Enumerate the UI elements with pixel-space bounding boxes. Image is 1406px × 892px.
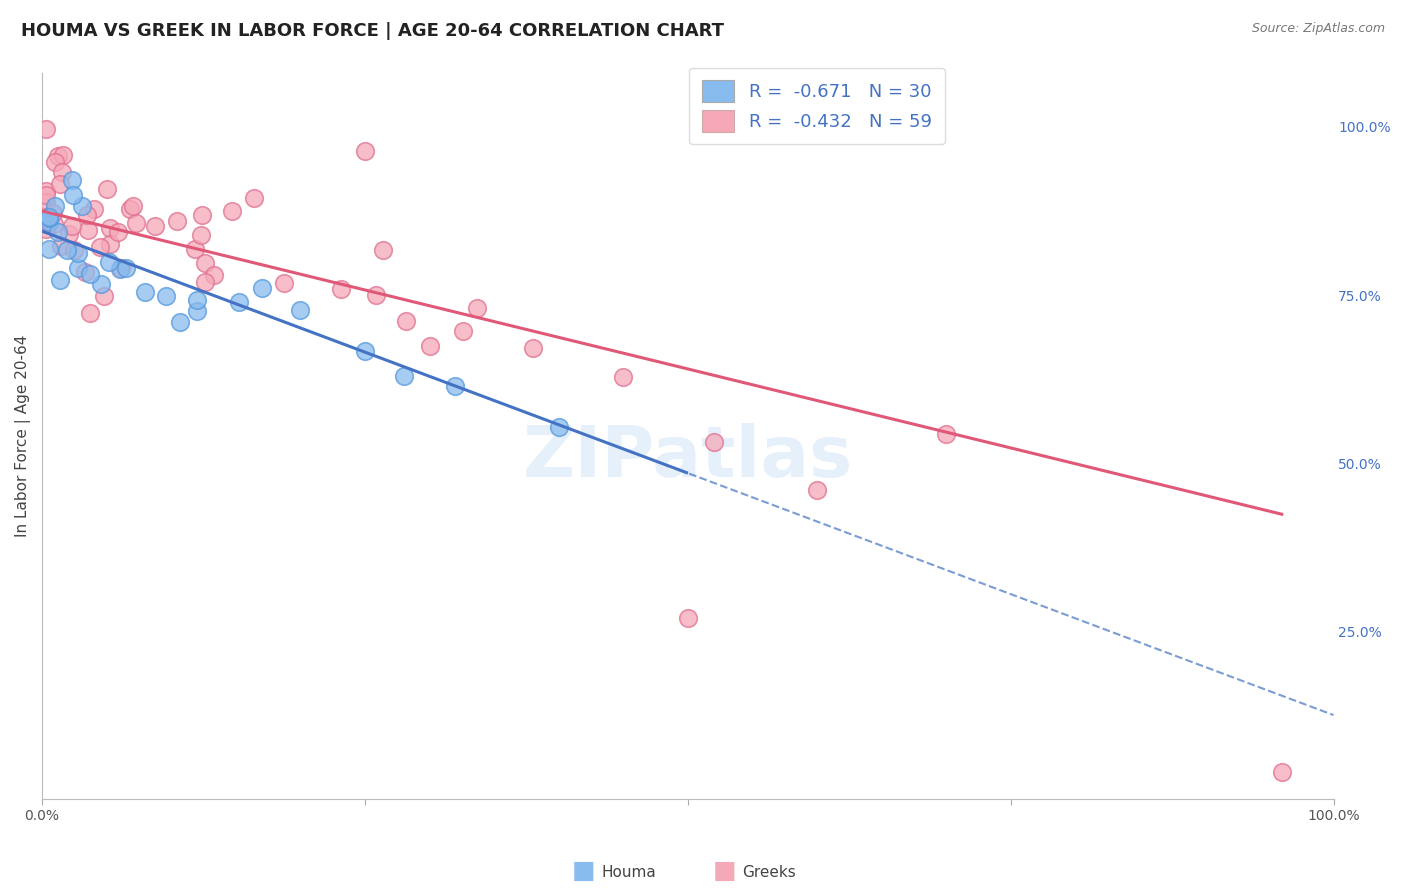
Point [35,184,58,198]
Text: HOUMA VS GREEK IN LABOR FORCE | AGE 20-64 CORRELATION CHART: HOUMA VS GREEK IN LABOR FORCE | AGE 20-6… [21,22,724,40]
Point [58,227,80,241]
Point [329,282,352,296]
Text: Houma: Houma [602,865,657,880]
Point [392,368,415,383]
Point [35,217,58,231]
Point [354,343,377,358]
Point [56,243,79,257]
Point [228,295,250,310]
Point [66,260,89,275]
Point [48,178,70,192]
Point [35,210,58,224]
Point [110,261,132,276]
Point [38,242,60,256]
Text: ■: ■ [713,859,735,883]
Point [79,305,101,319]
Point [35,122,58,136]
Point [63,243,86,257]
Point [51,239,73,253]
Text: ZIPatlas: ZIPatlas [523,424,853,492]
Point [35,221,58,235]
Text: Source: ZipAtlas.com: Source: ZipAtlas.com [1251,22,1385,36]
Point [93,289,115,303]
Point [98,220,121,235]
Point [115,260,138,275]
Point [190,228,212,243]
Point [522,341,544,355]
Point [366,287,388,301]
Point [418,339,440,353]
Point [96,182,118,196]
Text: ■: ■ [572,859,595,883]
Point [134,285,156,300]
Point [35,194,58,209]
Point [66,246,89,260]
Point [46,149,69,163]
Point [273,276,295,290]
Point [166,214,188,228]
Point [290,302,312,317]
Point [242,191,264,205]
Point [38,211,60,226]
Point [70,199,93,213]
Point [250,281,273,295]
Point [73,265,96,279]
Point [1271,765,1294,780]
Point [42,205,65,219]
Point [62,188,84,202]
Text: Greeks: Greeks [742,865,796,880]
Point [676,610,699,624]
Point [371,244,394,258]
Point [143,219,166,233]
Point [202,268,225,282]
Point [806,483,828,497]
Legend: R =  -0.671   N = 30, R =  -0.432   N = 59: R = -0.671 N = 30, R = -0.432 N = 59 [689,68,945,145]
Point [52,148,75,162]
Point [194,275,217,289]
Point [451,324,474,338]
Point [110,260,132,275]
Y-axis label: In Labor Force | Age 20-64: In Labor Force | Age 20-64 [15,335,31,537]
Point [77,223,100,237]
Point [612,369,634,384]
Point [444,379,467,393]
Point [107,225,129,239]
Point [124,216,146,230]
Point [44,155,66,169]
Point [547,420,569,434]
Point [76,208,98,222]
Point [46,226,69,240]
Point [703,434,725,449]
Point [183,242,205,256]
Point [51,165,73,179]
Point [186,293,208,307]
Point [60,173,83,187]
Point [221,203,243,218]
Point [186,304,208,318]
Point [83,202,105,216]
Point [194,256,217,270]
Point [395,314,418,328]
Point [48,273,70,287]
Point [89,240,111,254]
Point [44,217,66,231]
Point [155,288,177,302]
Point [44,199,66,213]
Point [169,315,191,329]
Point [38,210,60,224]
Point [35,187,58,202]
Point [191,208,214,222]
Point [60,219,83,233]
Point [98,237,121,252]
Point [90,277,112,291]
Point [354,144,377,158]
Point [38,215,60,229]
Point [465,301,488,316]
Point [97,255,120,269]
Point [118,202,141,216]
Point [935,427,957,442]
Point [122,198,145,212]
Point [79,267,101,281]
